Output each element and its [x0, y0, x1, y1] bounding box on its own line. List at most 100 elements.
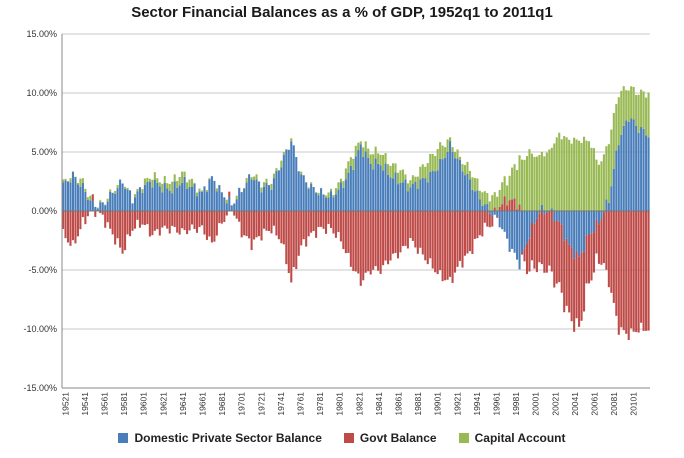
bar-private-balance — [173, 181, 176, 211]
bar-capital-account — [597, 164, 600, 211]
bar-govt-balance — [248, 211, 251, 239]
bar-private-balance — [640, 126, 643, 211]
bar-govt-balance — [362, 211, 365, 281]
bar-capital-account — [262, 182, 266, 187]
bar-capital-account — [645, 97, 648, 136]
bar-private-balance — [647, 137, 650, 211]
bar-private-balance — [503, 211, 506, 232]
bar-govt-balance — [337, 211, 340, 232]
bar-private-balance — [161, 192, 164, 211]
bar-private-balance — [228, 196, 231, 211]
bar-capital-account — [275, 168, 278, 172]
legend-label-private: Domestic Private Sector Balance — [134, 431, 322, 445]
bar-private-balance — [188, 186, 191, 211]
bar-capital-account — [600, 161, 603, 211]
bar-capital-account — [535, 156, 538, 211]
bar-capital-account — [543, 156, 546, 211]
y-tick-label: -15.00% — [23, 383, 57, 393]
bar-govt-balance — [342, 211, 345, 250]
bar-capital-account — [280, 160, 283, 168]
bar-govt-balance — [401, 211, 404, 247]
bar-govt-balance — [317, 211, 320, 228]
bar-private-balance — [225, 203, 228, 211]
bar-capital-account — [171, 181, 174, 194]
bar-private-balance — [322, 194, 325, 211]
bar-govt-balance — [272, 211, 275, 226]
bar-private-balance — [223, 197, 226, 211]
bars-layer — [62, 86, 650, 341]
bar-private-balance — [339, 182, 342, 211]
bar-private-balance — [148, 181, 151, 211]
bar-private-balance — [491, 211, 494, 217]
bar-govt-balance — [501, 204, 504, 211]
bar-private-balance — [625, 120, 628, 211]
bar-govt-balance — [225, 211, 228, 216]
x-tick-label: 19961 — [491, 392, 501, 416]
bar-private-balance — [109, 191, 112, 211]
bar-private-balance — [446, 151, 449, 211]
bar-govt-balance — [181, 211, 184, 229]
bar-capital-account — [76, 182, 79, 185]
bar-capital-account — [374, 146, 377, 159]
bar-capital-account — [550, 147, 553, 209]
bar-private-balance — [138, 187, 141, 211]
bar-govt-balance — [530, 222, 533, 261]
bar-private-balance — [131, 203, 134, 211]
bar-govt-balance — [372, 211, 375, 270]
bar-private-balance — [163, 182, 166, 211]
bar-capital-account — [290, 138, 293, 142]
bar-govt-balance — [627, 211, 630, 341]
bar-private-balance — [178, 185, 181, 211]
bar-capital-account — [270, 183, 273, 190]
bar-capital-account — [153, 172, 156, 180]
bar-govt-balance — [111, 211, 114, 235]
bar-capital-account — [503, 176, 506, 197]
bar-capital-account — [612, 112, 615, 169]
bar-govt-balance — [290, 211, 293, 283]
bar-govt-balance — [357, 211, 360, 274]
bar-govt-balance — [146, 211, 149, 225]
bar-private-balance — [71, 171, 74, 211]
bar-govt-balance — [210, 211, 213, 243]
bar-capital-account — [99, 200, 102, 203]
bar-govt-balance — [253, 211, 256, 240]
bar-capital-account — [89, 195, 92, 201]
bar-govt-balance — [171, 211, 174, 226]
bar-capital-account — [632, 86, 635, 120]
bar-govt-balance — [473, 211, 476, 239]
bar-govt-balance — [446, 211, 449, 280]
bar-govt-balance — [563, 240, 566, 313]
bar-govt-balance — [300, 211, 303, 246]
bar-govt-balance — [578, 256, 581, 327]
bar-private-balance — [374, 158, 377, 211]
bar-capital-account — [166, 183, 169, 189]
bar-capital-account — [317, 192, 320, 196]
bar-govt-balance — [503, 196, 506, 211]
bar-private-balance — [530, 211, 533, 223]
bar-govt-balance — [114, 211, 117, 245]
bar-private-balance — [349, 165, 352, 211]
bar-govt-balance — [513, 198, 516, 211]
bar-private-balance — [99, 202, 102, 211]
bar-capital-account — [416, 176, 419, 189]
bar-govt-balance — [602, 212, 605, 264]
bar-private-balance — [553, 211, 556, 223]
bar-govt-balance — [126, 211, 129, 235]
bar-private-balance — [511, 211, 514, 249]
bar-capital-account — [109, 189, 112, 192]
bar-capital-account — [399, 170, 402, 183]
bar-private-balance — [235, 199, 238, 211]
bar-govt-balance — [352, 211, 355, 272]
bar-private-balance — [394, 172, 397, 211]
bar-capital-account — [516, 169, 519, 210]
bar-capital-account — [84, 188, 87, 192]
bar-private-balance — [434, 171, 437, 211]
bar-govt-balance — [458, 211, 462, 261]
bar-govt-balance — [141, 211, 144, 225]
bar-capital-account — [523, 159, 526, 211]
bar-govt-balance — [295, 211, 298, 270]
bar-govt-balance — [292, 211, 295, 268]
bar-private-balance — [463, 175, 466, 211]
x-tick-label: 19641 — [178, 392, 188, 416]
bar-govt-balance — [622, 211, 625, 331]
